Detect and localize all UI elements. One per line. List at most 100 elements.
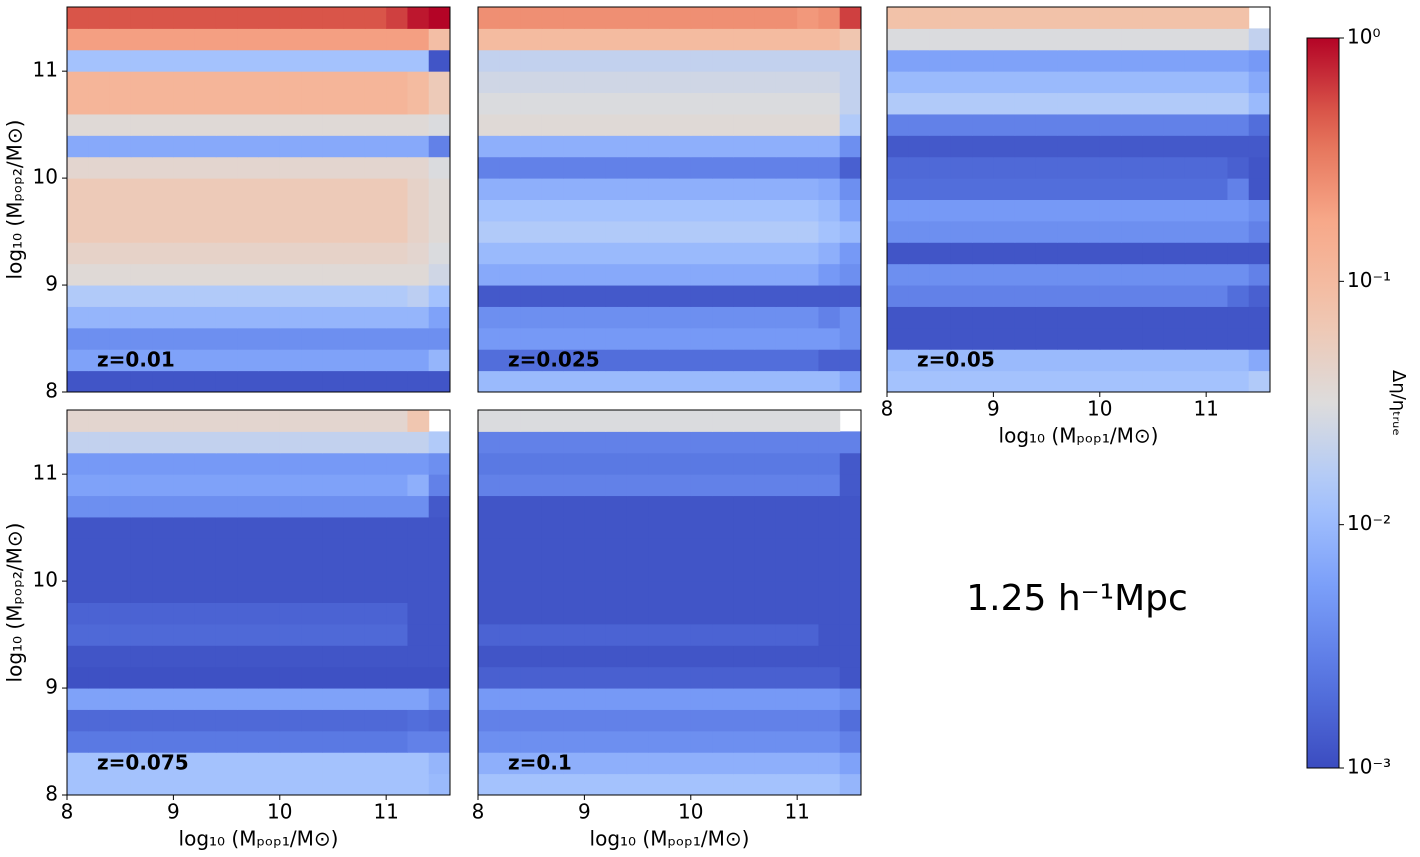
heat-cell	[152, 327, 174, 350]
heat-cell	[1121, 92, 1143, 115]
heat-cell	[626, 730, 649, 753]
heat-cell	[669, 645, 692, 668]
heat-cell	[1142, 92, 1165, 115]
heat-cell	[669, 156, 692, 179]
heat-cell	[67, 474, 89, 497]
heat-cell	[67, 327, 89, 350]
heat-cell	[364, 623, 387, 646]
heat-cell	[1227, 349, 1250, 372]
heat-cell	[712, 538, 734, 561]
heat-cell	[972, 7, 994, 29]
heat-cell	[520, 242, 543, 265]
heat-cell	[754, 285, 777, 307]
heat-cell	[754, 156, 777, 179]
heat-cell	[215, 452, 238, 475]
heat-cell	[301, 285, 323, 307]
heat-cell	[258, 623, 281, 646]
heat-cell	[478, 306, 500, 329]
heat-cell	[1057, 370, 1079, 393]
heat-cell	[797, 220, 819, 243]
heat-cell	[1121, 178, 1143, 200]
heat-cell	[407, 135, 430, 158]
heat-cell	[237, 71, 259, 94]
heat-cell	[67, 156, 89, 179]
y-tick-label: 8	[45, 782, 58, 806]
heat-cell	[648, 581, 670, 603]
heat-cell	[541, 410, 564, 432]
colorbar-tick-label: 10⁻¹	[1347, 268, 1391, 292]
heat-cell	[584, 285, 607, 307]
heat-cell	[152, 135, 174, 158]
heat-cell	[88, 92, 111, 115]
y-tick-label: 9	[45, 272, 58, 296]
heat-cell	[194, 306, 217, 329]
heat-cell	[499, 327, 522, 350]
heat-cell	[839, 773, 862, 796]
heat-cell	[386, 28, 408, 51]
heat-cell	[1014, 49, 1037, 72]
heat-cell	[478, 666, 500, 689]
heat-cell	[152, 113, 174, 136]
heat-cell	[605, 645, 628, 668]
heat-cell	[733, 602, 756, 625]
heat-cell	[152, 349, 174, 372]
heat-cell	[754, 431, 777, 454]
heat-cell	[626, 538, 649, 561]
heat-cell	[754, 92, 777, 115]
heat-cell	[648, 49, 670, 72]
heat-cell	[1142, 349, 1165, 372]
heat-cell	[754, 516, 777, 539]
heat-cell	[690, 709, 713, 732]
heat-cell	[364, 178, 387, 200]
heat-cell	[584, 199, 607, 222]
heat-cell	[173, 730, 196, 753]
heat-cell	[194, 623, 217, 646]
heat-cell	[130, 7, 153, 29]
heat-cell	[908, 242, 931, 265]
heat-cell	[279, 370, 302, 393]
heat-cell	[972, 370, 994, 393]
heat-cell	[109, 495, 132, 518]
heat-cell	[237, 156, 259, 179]
heat-cell	[1227, 156, 1250, 179]
heat-cell	[301, 730, 323, 753]
heat-cell	[67, 135, 89, 158]
heat-cell	[584, 28, 607, 51]
heat-cell	[364, 370, 387, 393]
heat-cell	[194, 263, 217, 286]
heat-cell	[584, 135, 607, 158]
heat-cell	[109, 602, 132, 625]
heat-cell	[520, 495, 543, 518]
heat-cell	[1248, 370, 1271, 393]
heat-cell	[88, 752, 111, 775]
heat-cell	[648, 431, 670, 454]
heat-cell	[67, 623, 89, 646]
heat-cell	[215, 709, 238, 732]
heat-cell	[478, 773, 500, 796]
heat-cell	[173, 645, 196, 668]
heat-cell	[690, 516, 713, 539]
heat-cell	[908, 28, 931, 51]
heat-cell	[215, 688, 238, 710]
heat-cell	[322, 559, 345, 582]
heat-cell	[563, 602, 585, 625]
heat-cell	[88, 370, 111, 393]
heat-cell	[194, 602, 217, 625]
heat-cell	[1163, 92, 1186, 115]
heat-cell	[648, 220, 670, 243]
heat-cell	[499, 71, 522, 94]
heat-cell	[563, 7, 585, 29]
heat-cell	[626, 327, 649, 350]
heat-cell	[67, 730, 89, 753]
heat-cell	[950, 242, 973, 265]
heat-cell	[1057, 220, 1079, 243]
heat-cell	[130, 285, 153, 307]
heat-cell	[908, 370, 931, 393]
heat-cell	[690, 285, 713, 307]
heat-cell	[584, 581, 607, 603]
heat-cell	[258, 730, 281, 753]
heat-cell	[1206, 199, 1228, 222]
heat-cell	[88, 349, 111, 372]
heat-cell	[173, 71, 196, 94]
panel-frame	[477, 409, 862, 796]
